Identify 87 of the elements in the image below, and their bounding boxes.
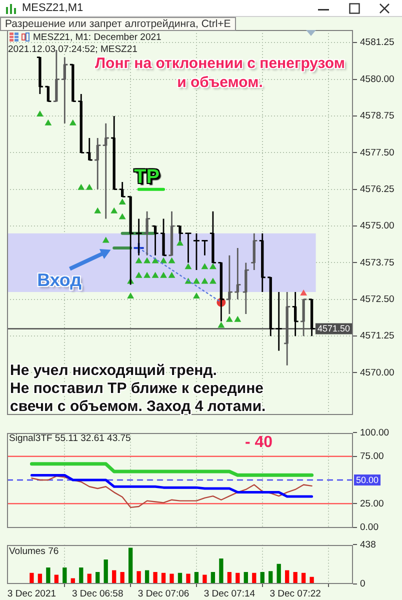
point [193,278,200,284]
y-tick-label: 438 [360,539,376,550]
y-tick-label: 4573.75 [360,257,394,268]
ref-line-label: 50.00 [356,474,379,485]
point [176,240,184,246]
annotation: 2021.12.03 07:24:52; MESZ21 [8,44,138,55]
point [226,316,233,322]
y-tick-label: 4581.25 [360,37,394,48]
chart-title: MESZ21,M1 [22,2,84,15]
x-tick-label: 3 Dec 07:22 [270,588,321,600]
bar [30,572,34,584]
point [132,242,145,254]
point [234,316,241,322]
point [119,199,126,205]
point [36,111,44,117]
chart-title: Signal3TF 55.11 32.61 43.75 [9,433,131,444]
annotation: Не поставил ТР ближе к середине свечи с объемом. Заход 4 лотами. [10,380,267,416]
point [168,272,175,278]
y-tick-label: 4570.00 [360,367,394,378]
bar [79,568,84,584]
ref-line-label: 4571.50 [317,324,350,334]
point [160,272,167,278]
annotation: Не учел нисходящий тренд. [10,362,218,380]
point [210,278,216,284]
point [144,272,150,278]
bar [104,559,108,584]
point [136,258,142,264]
y-tick-label: 4576.25 [360,184,394,195]
point [218,322,224,328]
point [94,208,101,214]
point [86,184,92,190]
point [168,258,175,264]
chart-title: Volumes 76 [9,546,59,557]
point [136,272,142,278]
point [102,237,109,243]
y-tick-label: 4572.50 [360,294,394,306]
annotation: Вход [37,270,82,292]
point [210,264,216,270]
point [70,120,76,126]
x-tick-label: 3 Dec 2021 [7,588,56,600]
annotation: Лонг на отклонении с пенегрузом и объемом. [94,54,346,92]
y-tick-label: 4578.75 [360,110,394,122]
x-tick-label: 3 Dec 06:58 [72,588,124,600]
annotation: TP [134,166,160,188]
bar [268,571,273,584]
y-tick-label: 4571.25 [360,330,394,342]
point [185,264,192,270]
y-tick-label: 4575.00 [360,220,394,232]
y-tick-label: 4577.50 [360,147,394,158]
y-tick-label: 25.00 [360,498,384,510]
bar [128,548,133,584]
point [45,120,52,126]
bar [46,568,50,584]
bar [219,558,224,584]
point [152,272,158,278]
y-tick-label: 75.00 [360,450,384,462]
point [119,214,126,220]
point [110,208,118,214]
y-tick-label: 0 [360,578,366,590]
y-tick-label: 0.00 [360,522,378,533]
y-tick-label: 4580.00 [360,74,394,85]
point [78,184,84,190]
bar [186,574,190,584]
bar [170,574,174,584]
point [300,290,307,296]
bar [153,572,158,584]
bar [285,570,290,584]
point [127,292,134,298]
bar [144,570,150,584]
point [144,258,150,264]
bar [310,576,314,584]
bar [62,568,67,584]
x-tick-label: 3 Dec 07:14 [204,588,256,600]
point [152,258,158,264]
bar [276,564,281,584]
bar [112,570,116,584]
text: Разрешение или запрет алготрейдинга, Ctrl+E [0,17,236,31]
bar [202,574,207,584]
y-tick-label: 100.00 [360,427,390,438]
point [202,278,208,284]
chart-subtitle: MESZ21, M1: December 2021 [33,32,162,43]
point [202,264,208,270]
bar [136,571,141,584]
annotation: - 40 [245,434,273,452]
point [160,258,167,264]
x-tick-label: 3 Dec 07:06 [138,588,190,600]
point [193,292,200,298]
